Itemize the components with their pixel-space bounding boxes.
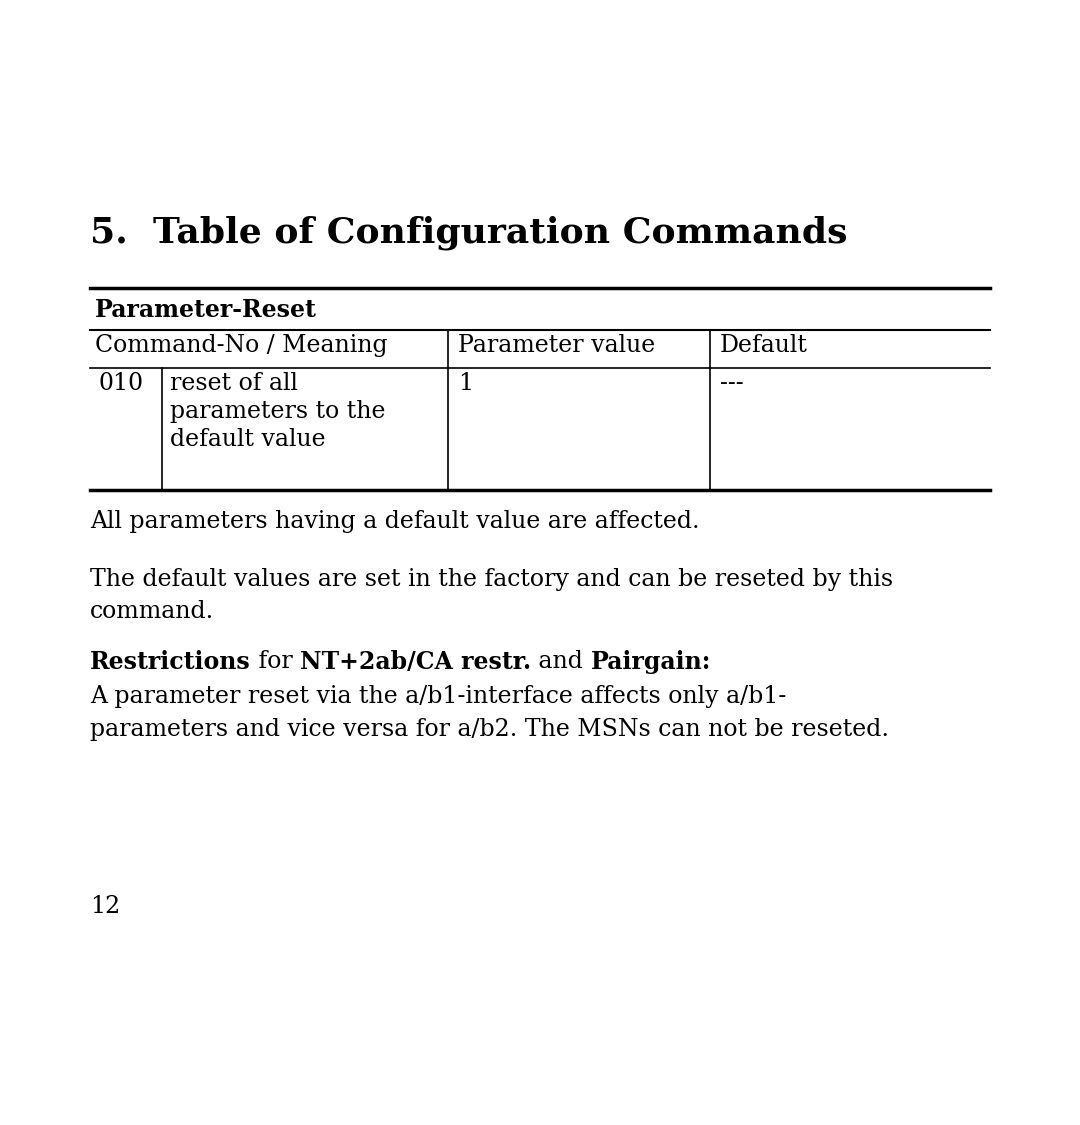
Text: All parameters having a default value are affected.: All parameters having a default value ar… [90,510,700,533]
Text: Command-No / Meaning: Command-No / Meaning [95,334,388,357]
Text: command.: command. [90,600,214,623]
Text: for: for [251,650,300,673]
Text: Pairgain:: Pairgain: [591,650,711,674]
Text: 12: 12 [90,896,120,918]
Text: Parameter value: Parameter value [458,334,656,357]
Text: parameters to the: parameters to the [170,400,386,423]
Text: reset of all: reset of all [170,372,298,395]
Text: 010: 010 [98,372,144,395]
Text: Parameter-Reset: Parameter-Reset [95,298,316,322]
Text: The default values are set in the factory and can be reseted by this: The default values are set in the factor… [90,568,893,591]
Text: Restrictions: Restrictions [90,650,251,674]
Text: 1: 1 [458,372,473,395]
Text: 5.  Table of Configuration Commands: 5. Table of Configuration Commands [90,215,848,250]
Text: Default: Default [720,334,808,357]
Text: NT+2ab/CA restr.: NT+2ab/CA restr. [300,650,531,674]
Text: default value: default value [170,428,326,451]
Text: parameters and vice versa for a/b2. The MSNs can not be reseted.: parameters and vice versa for a/b2. The … [90,718,889,741]
Text: A parameter reset via the a/b1-interface affects only a/b1-: A parameter reset via the a/b1-interface… [90,685,786,708]
Text: ---: --- [720,372,744,395]
Text: and: and [531,650,591,673]
